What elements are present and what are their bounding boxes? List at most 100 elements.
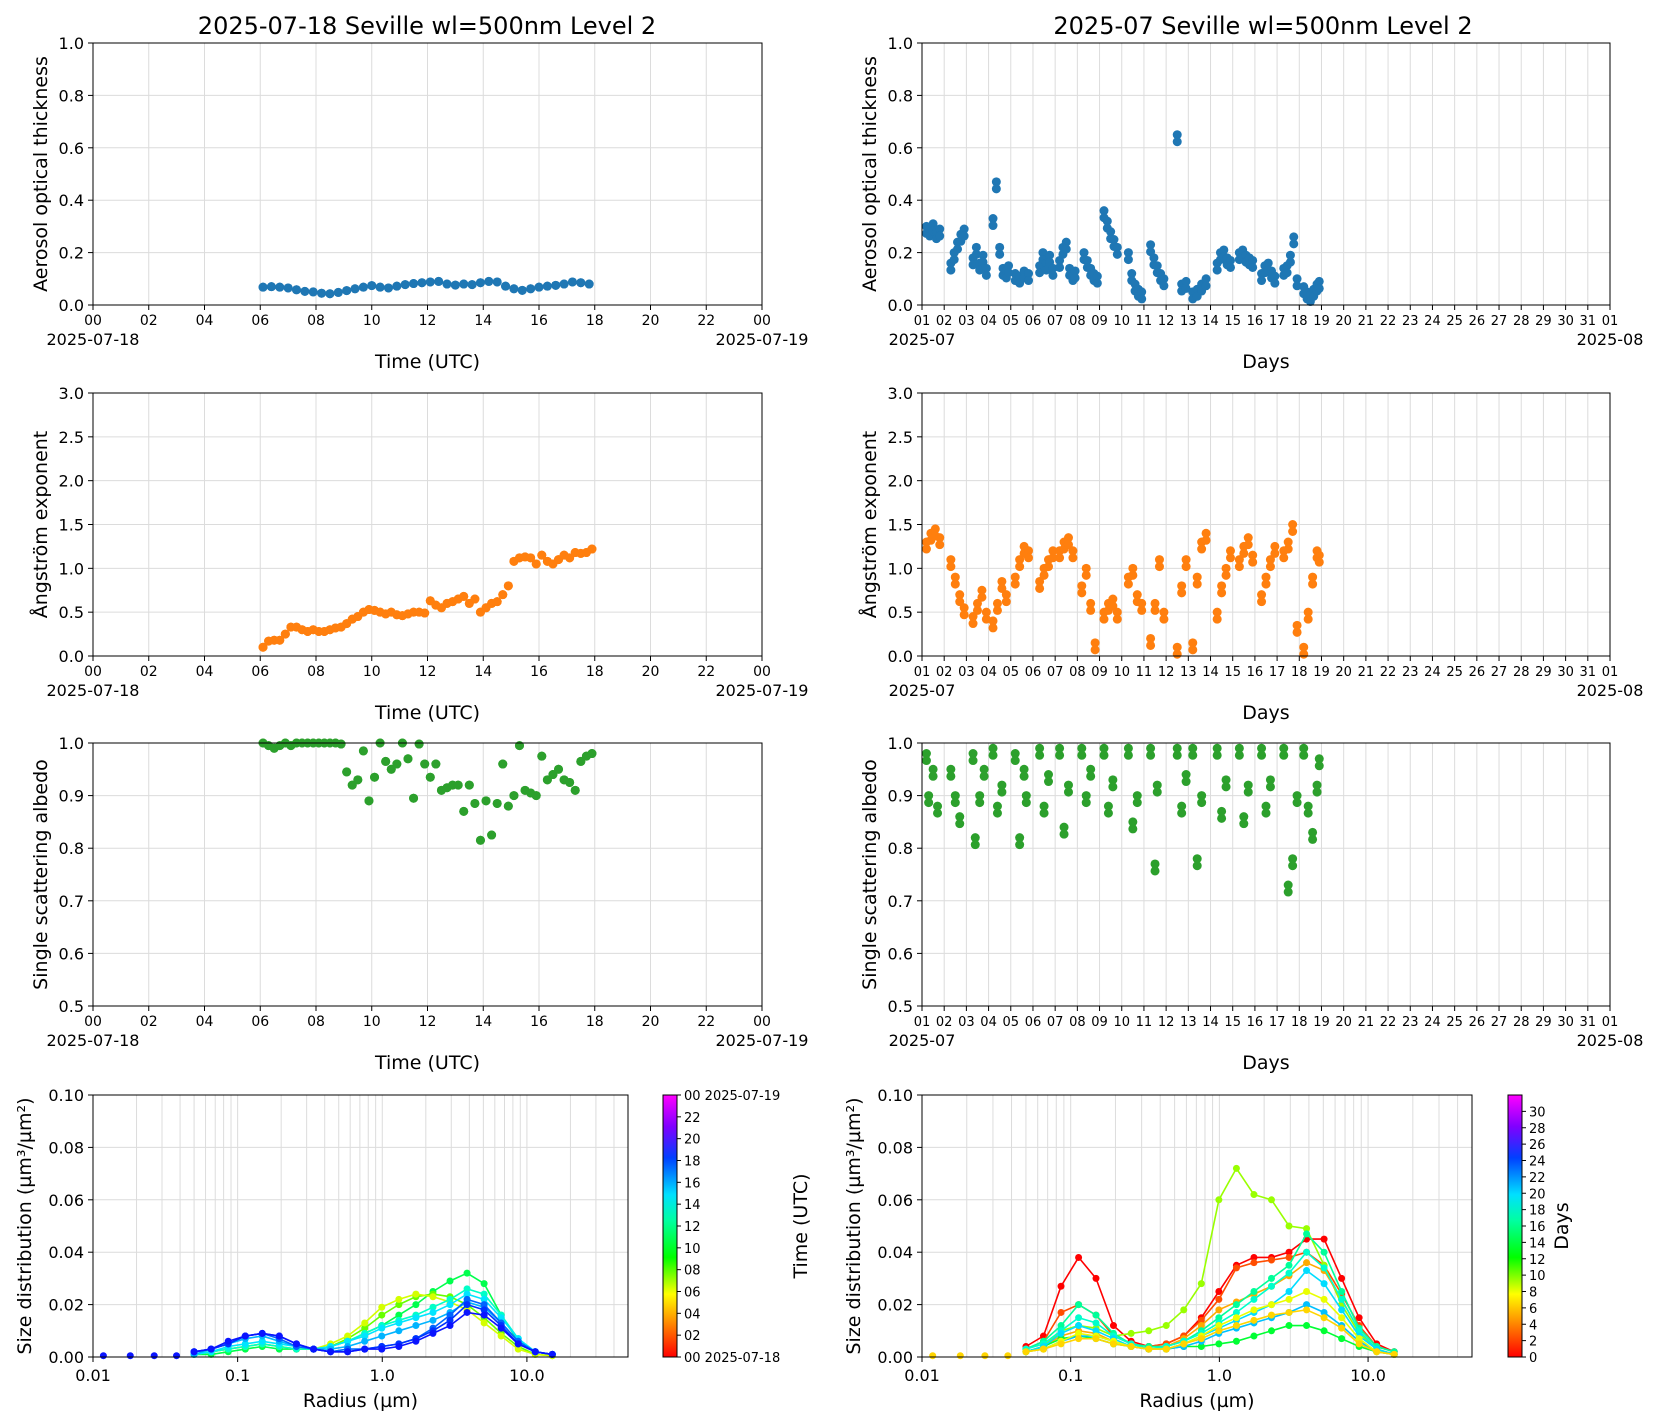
data-point xyxy=(1132,590,1142,600)
data-point xyxy=(1010,749,1020,759)
data-point xyxy=(1128,817,1138,827)
data-point xyxy=(275,1332,283,1340)
data-point xyxy=(1057,1308,1065,1316)
series-line xyxy=(1025,1303,1395,1356)
data-point xyxy=(1248,255,1258,265)
y-axis-label: Aerosol optical thickness xyxy=(30,56,52,292)
data-point xyxy=(1112,242,1122,252)
data-point xyxy=(1267,1282,1275,1290)
data-point xyxy=(972,605,982,615)
data-point xyxy=(1197,798,1207,808)
data-point xyxy=(400,280,410,290)
data-point xyxy=(1303,1301,1311,1309)
data-point xyxy=(924,798,934,808)
data-point xyxy=(1234,743,1244,753)
data-point xyxy=(453,780,463,790)
x-tick-label: 08 xyxy=(307,664,325,680)
y-axis-label: Aerosol optical thickness xyxy=(859,56,881,292)
data-point xyxy=(484,276,494,286)
x-tick-label: 1.0 xyxy=(370,1366,395,1385)
x-sublabel-right: 2025-07-19 xyxy=(716,681,809,700)
x-tick-label: 18 xyxy=(1291,314,1308,329)
series-line xyxy=(1025,1251,1395,1356)
data-point xyxy=(1099,743,1109,753)
data-point xyxy=(995,242,1005,252)
data-point xyxy=(1292,791,1302,801)
data-point xyxy=(979,771,989,781)
data-point xyxy=(1061,237,1071,247)
data-point xyxy=(1055,743,1065,753)
data-point xyxy=(1257,590,1267,600)
data-point xyxy=(1123,248,1133,258)
data-point xyxy=(1212,750,1222,760)
x-tick-label: 29 xyxy=(1535,665,1552,680)
data-point xyxy=(959,224,969,234)
data-point xyxy=(950,572,960,582)
data-point xyxy=(1075,1253,1083,1261)
x-tick-label: 00 xyxy=(753,664,771,680)
x-tick-label: 22 xyxy=(1380,665,1397,680)
data-point xyxy=(1132,791,1142,801)
data-point xyxy=(924,791,934,801)
data-point xyxy=(1092,1311,1100,1319)
data-point xyxy=(542,281,552,291)
data-point xyxy=(975,798,985,808)
data-point xyxy=(1192,861,1202,871)
data-point xyxy=(463,1269,471,1277)
data-point xyxy=(1172,743,1182,753)
x-sublabel-left: 2025-07 xyxy=(889,330,956,349)
data-point xyxy=(463,1301,471,1309)
data-point xyxy=(1035,750,1045,760)
data-point xyxy=(1039,808,1049,818)
data-point xyxy=(1048,546,1058,556)
x-tick-label: 31 xyxy=(1580,665,1597,680)
data-point xyxy=(1265,562,1275,572)
colorbar-tick-label: 28 xyxy=(1529,1122,1546,1137)
data-point xyxy=(446,1277,454,1285)
data-point xyxy=(1197,1280,1205,1288)
data-point xyxy=(1150,605,1160,615)
data-point xyxy=(1221,775,1231,785)
data-point xyxy=(1024,553,1034,563)
data-point xyxy=(1225,255,1235,265)
data-point xyxy=(1201,281,1211,291)
x-tick-label: 05 xyxy=(1003,665,1020,680)
data-point xyxy=(392,281,402,291)
data-point xyxy=(1292,627,1302,637)
y-tick-label: 1.0 xyxy=(888,34,913,53)
data-point xyxy=(1257,597,1267,607)
x-tick-label: 07 xyxy=(1047,1015,1064,1030)
data-point xyxy=(1044,777,1054,787)
data-point xyxy=(981,607,991,617)
data-point xyxy=(1081,570,1091,580)
y-tick-label: 0.10 xyxy=(877,1086,913,1105)
data-point xyxy=(492,798,502,808)
data-point xyxy=(300,286,310,296)
data-point xyxy=(325,289,335,299)
data-point xyxy=(537,550,547,560)
y-tick-label: 1.5 xyxy=(59,516,84,535)
data-point xyxy=(1279,553,1289,563)
data-point xyxy=(429,1329,437,1337)
x-tick-label: 17 xyxy=(1269,314,1286,329)
x-tick-label: 04 xyxy=(196,664,214,680)
data-point xyxy=(1201,274,1211,284)
data-point xyxy=(1232,1301,1240,1309)
data-point xyxy=(1181,276,1191,286)
data-point xyxy=(392,759,402,769)
data-point xyxy=(1015,562,1025,572)
data-point xyxy=(1048,270,1058,280)
data-point xyxy=(275,635,285,645)
data-point xyxy=(1243,540,1253,550)
data-point xyxy=(1225,262,1235,272)
x-tick-label: 08 xyxy=(1069,665,1086,680)
data-point xyxy=(1181,283,1191,293)
data-point xyxy=(403,754,413,764)
data-point xyxy=(420,759,430,769)
x-tick-label: 14 xyxy=(474,1014,492,1030)
data-point xyxy=(308,287,318,297)
data-point xyxy=(1288,527,1298,536)
data-point xyxy=(1303,1225,1311,1233)
data-point xyxy=(1285,1261,1293,1269)
